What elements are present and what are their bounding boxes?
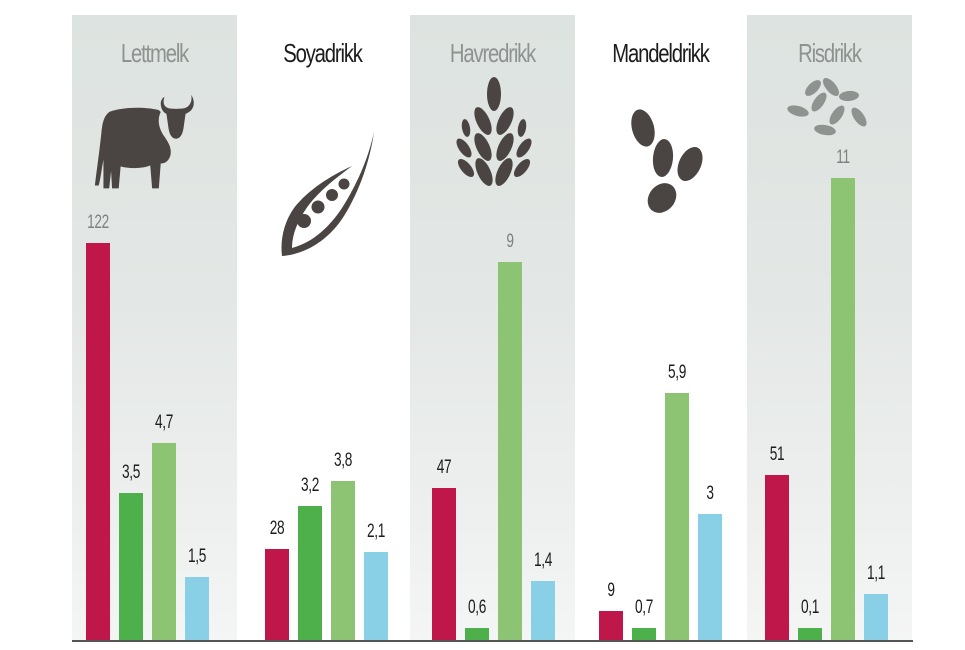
bar-series-2 [465, 628, 489, 640]
value-label: 1,4 [534, 550, 552, 571]
bar-series-3 [331, 481, 355, 640]
x-axis-baseline [72, 640, 913, 642]
bar-series-4 [531, 581, 555, 640]
value-label: 5,9 [668, 362, 686, 383]
value-label: 9 [607, 580, 615, 601]
value-label: 1,1 [867, 563, 885, 584]
value-label: 0,6 [468, 597, 486, 618]
category-title: Havredrikk [449, 38, 536, 68]
bar-series-2 [798, 628, 822, 640]
value-label: 47 [436, 457, 452, 478]
category-title: Mandeldrikk [612, 38, 710, 68]
bar-series-2 [119, 493, 143, 640]
bar-series-1 [86, 243, 110, 640]
bar-series-1 [265, 549, 289, 640]
bar-series-3 [665, 393, 689, 640]
category-title: Lettmelk [120, 38, 189, 68]
value-label: 3,8 [334, 450, 352, 471]
category-group-mandeldrikk: Mandeldrikk [578, 0, 745, 650]
category-group-havredrikk: Havredrikk [410, 0, 577, 650]
value-label: 0,7 [635, 597, 653, 618]
value-label: 51 [769, 444, 785, 465]
value-label: 11 [836, 147, 850, 168]
bar-series-4 [364, 552, 388, 640]
cow-icon [94, 94, 194, 189]
bar-series-4 [864, 594, 888, 640]
value-label: 9 [506, 231, 514, 252]
category-group-lettmelk: Lettmelk [72, 0, 239, 650]
bar-series-1 [765, 475, 789, 640]
category-title: Soyadrikk [283, 38, 363, 68]
rice-grains-icon [787, 78, 867, 136]
value-label: 1,5 [188, 546, 206, 567]
value-label: 2,1 [367, 521, 385, 542]
bar-series-2 [298, 506, 322, 640]
soybean-pod-icon [281, 132, 374, 256]
bar-series-3 [831, 178, 855, 640]
value-label: 0,1 [801, 597, 819, 618]
bar-series-3 [152, 443, 176, 640]
oat-wheat-icon [456, 77, 532, 186]
category-group-risdrikk: Risdrikk [747, 0, 914, 650]
bar-series-2 [632, 628, 656, 640]
bar-series-4 [185, 577, 209, 640]
category-group-soyadrikk: Soyadrikk [240, 0, 407, 650]
bar-series-4 [698, 514, 722, 640]
bar-series-1 [432, 488, 456, 640]
value-label: 3,5 [122, 462, 140, 483]
value-label: 28 [269, 518, 285, 539]
value-label: 3 [706, 483, 714, 504]
value-label: 122 [87, 212, 109, 233]
value-label: 4,7 [155, 412, 173, 433]
almond-icon [631, 109, 703, 213]
value-label: 3,2 [301, 475, 319, 496]
bar-series-1 [599, 611, 623, 640]
category-title: Risdrikk [798, 38, 862, 68]
bar-series-3 [498, 262, 522, 640]
